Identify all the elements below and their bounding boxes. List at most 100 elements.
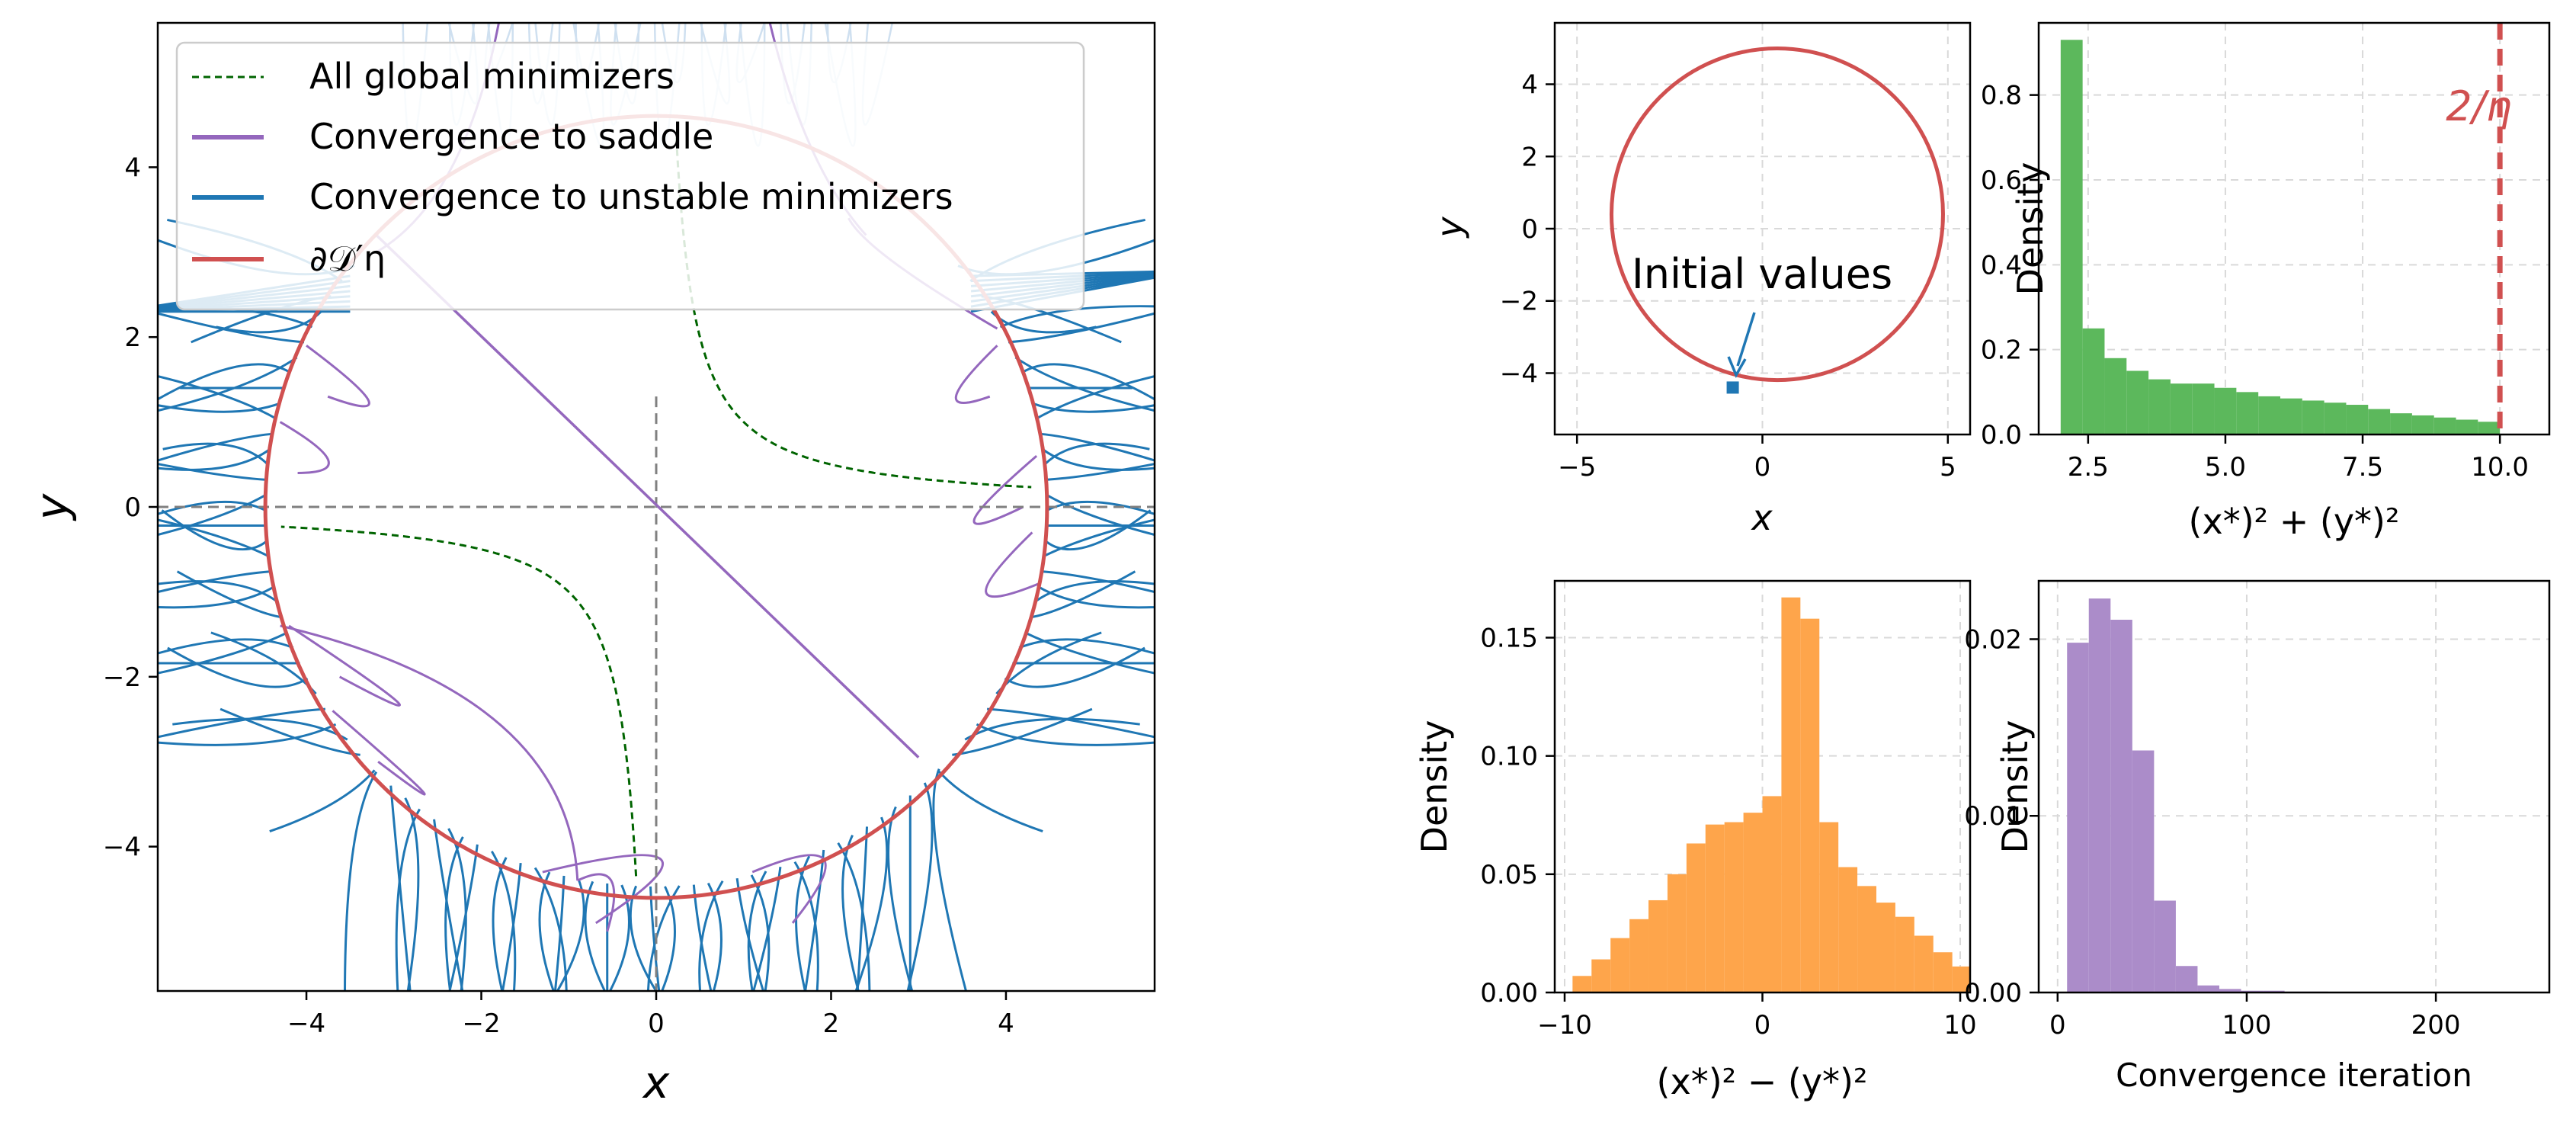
p4-xlabel: Convergence iteration (2116, 1057, 2472, 1094)
p1-xlabel: x (1750, 497, 1773, 538)
x-tick-label: 5 (1940, 452, 1956, 483)
trajectory-path (158, 570, 271, 594)
histogram-bar (2175, 966, 2198, 993)
histogram-bar (2280, 398, 2302, 435)
p3-bars (1572, 597, 1970, 993)
legend-label-boundary: ∂𝒟′η (309, 238, 386, 279)
x-tick-label: 0 (1754, 452, 1771, 483)
trajectory-path (161, 509, 268, 551)
initial-values-circle (1609, 46, 1945, 383)
histogram-bar (2148, 379, 2171, 435)
trajectory-path (987, 707, 1155, 739)
main-axes: −4 −2 0 2 4 −4 −2 0 2 4 (103, 152, 1014, 1039)
trajectory-path (158, 631, 288, 675)
p1-axes: −5 0 5 −4 −2 0 2 4 (1500, 70, 1956, 483)
trajectory-path (158, 432, 273, 462)
trajectory-path (999, 305, 1155, 329)
x-tick-label: 10.0 (2471, 452, 2529, 483)
global-minimizers-curve-upper (674, 137, 1032, 489)
saddle-loop (972, 455, 1038, 525)
trajectory-path (584, 880, 607, 991)
trajectory-path (158, 402, 281, 413)
x-tick-label: 0 (1754, 1010, 1771, 1041)
trajectory-path (404, 797, 420, 991)
difference-histogram-plot: −10 0 10 0.00 0.05 0.10 0.15 (x*)² − (y*)² Den… (1414, 579, 1977, 1102)
trajectory-path (158, 448, 271, 471)
saddle-loop (332, 710, 426, 796)
x-tick-label: 7.5 (2342, 452, 2383, 483)
y-tick-label: 0.02 (1964, 624, 2022, 655)
trajectory-path (660, 886, 676, 991)
trajectory-path (752, 866, 782, 991)
trajectory-path (1018, 638, 1155, 655)
histogram-bar (2060, 40, 2083, 435)
histogram-bar (2132, 750, 2155, 993)
trajectory-path (887, 806, 914, 991)
legend-label-global: All global minimizers (309, 56, 674, 97)
trajectory-path (158, 500, 266, 515)
trajectory-path (856, 826, 869, 991)
histogram-bar (1895, 916, 1914, 993)
y-tick-label: 0.01 (1964, 801, 2022, 832)
histogram-bar (1933, 952, 1953, 993)
main-trajectory-plot: −4 −2 0 2 4 −4 −2 0 2 4 x y All global minimizers… (26, 21, 1156, 1108)
trajectory-path (976, 723, 1155, 746)
trajectory-path (937, 769, 1043, 832)
p4-frame (2037, 579, 2551, 994)
histogram-bar (2236, 392, 2259, 435)
x-tick-label: 2.5 (2068, 452, 2109, 483)
y-tick-label: 0.15 (1480, 623, 1538, 653)
histogram-bar (2170, 383, 2193, 435)
p1-ylabel: y (1429, 216, 1470, 239)
trajectory-path (501, 862, 522, 991)
legend-box (175, 41, 1085, 311)
iteration-histogram-plot: 0 100 200 0.00 0.01 0.02 Convergence iteratio… (1964, 579, 2551, 1094)
main-legend: All global minimizers Convergence to sad… (175, 41, 1085, 311)
trajectory-path (158, 638, 294, 655)
x-tick-label: −4 (287, 1009, 325, 1039)
x-tick-label: −10 (1537, 1010, 1592, 1041)
p3-ylabel: Density (1414, 720, 1455, 854)
y-tick-label: 0.4 (1981, 250, 2022, 281)
trajectory-path (1043, 442, 1150, 466)
y-tick-label: −2 (1500, 287, 1538, 317)
trajectory-path (1031, 402, 1155, 413)
trajectory-path (1033, 580, 1155, 603)
p3-axes: −10 0 10 0.00 0.05 0.10 0.15 (1480, 623, 1976, 1041)
trajectory-path (444, 836, 464, 991)
histogram-bar (2258, 396, 2280, 435)
x-tick-label: 200 (2411, 1010, 2461, 1041)
histogram-bar (2478, 422, 2501, 435)
saddle-loop (288, 624, 401, 707)
p3-xlabel: (x*)² − (y*)² (1657, 1061, 1868, 1102)
trajectory-path (492, 857, 508, 991)
x-tick-label: 0 (648, 1009, 665, 1039)
trajectory-path (158, 580, 279, 603)
y-tick-label: 2 (124, 322, 141, 353)
trajectory-path (804, 849, 825, 991)
histogram-bar (2368, 409, 2391, 435)
y-tick-label: 0 (1521, 214, 1538, 245)
trajectory-path (389, 785, 412, 991)
histogram-bar (1667, 874, 1687, 993)
legend-label-saddle: Convergence to saddle (309, 116, 713, 157)
histogram-bar (1724, 822, 1744, 993)
trajectory-path (158, 585, 275, 609)
x-tick-label: −5 (1558, 452, 1596, 483)
histogram-bar (2324, 402, 2347, 435)
histogram-bar (1705, 824, 1725, 993)
saddle-diagonal-path (375, 234, 920, 758)
p2-bars (2060, 40, 2501, 435)
main-ylabel: y (26, 493, 78, 521)
trajectory-path (433, 819, 464, 991)
histogram-bar (1572, 976, 1592, 993)
trajectory-path (448, 844, 479, 991)
trajectory-path (932, 768, 968, 991)
histogram-bar (1591, 959, 1611, 993)
trajectory-path (344, 771, 378, 991)
x-tick-label: −2 (462, 1009, 500, 1039)
histogram-bar (2411, 415, 2434, 435)
trajectory-path (158, 723, 337, 746)
trajectory-path (269, 769, 376, 832)
